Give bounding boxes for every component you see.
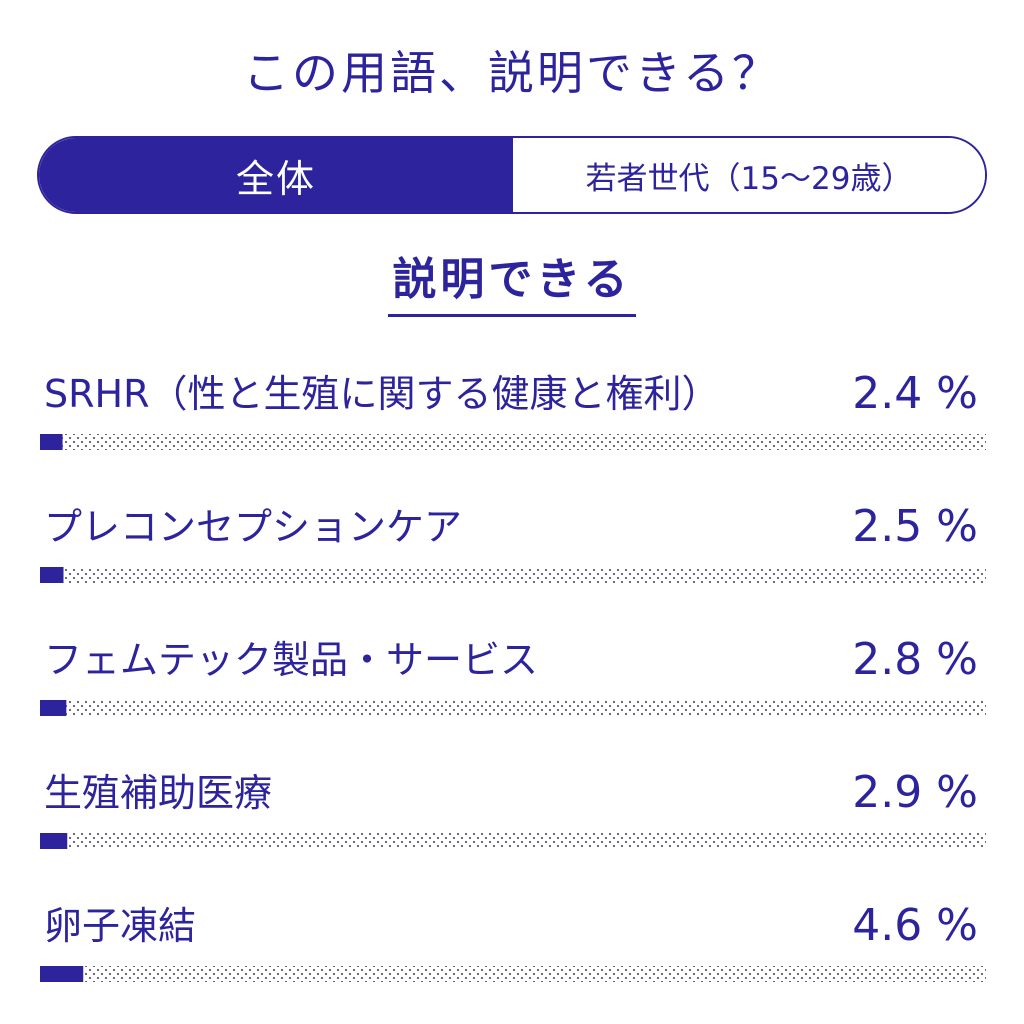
bar <box>40 700 67 716</box>
segment-toggle[interactable]: 全体 若者世代（15～29歳） <box>37 136 987 214</box>
bar-label: 生殖補助医療 <box>44 771 273 815</box>
section-heading: 説明できる <box>0 250 1024 319</box>
bar-value-label: 2.8 % <box>852 634 978 685</box>
bar-track <box>40 434 986 450</box>
section-heading-text: 説明できる <box>388 250 636 317</box>
bar <box>40 966 84 982</box>
bar-track <box>40 700 986 716</box>
bar-value-label: 2.5 % <box>852 501 978 552</box>
bar-label: フェムテック製品・サービス <box>44 638 539 682</box>
bar-label: 卵子凍結 <box>44 904 197 948</box>
bar <box>40 434 63 450</box>
bar-value-label: 2.9 % <box>852 767 978 818</box>
bar-track <box>40 567 986 583</box>
bar-value-label: 4.6 % <box>852 900 978 951</box>
bar-track <box>40 833 986 849</box>
tab-all[interactable]: 全体 <box>39 138 513 212</box>
bar-value-label: 2.4 % <box>852 368 978 419</box>
bar-label: プレコンセプションケア <box>44 505 463 549</box>
bar-track <box>40 966 986 982</box>
chart-title: この用語、説明できる？ <box>242 46 782 100</box>
bar-label: SRHR（性と生殖に関する健康と権利） <box>44 372 720 416</box>
bar <box>40 567 64 583</box>
bar <box>40 833 68 849</box>
tab-young-generation[interactable]: 若者世代（15～29歳） <box>513 138 985 212</box>
